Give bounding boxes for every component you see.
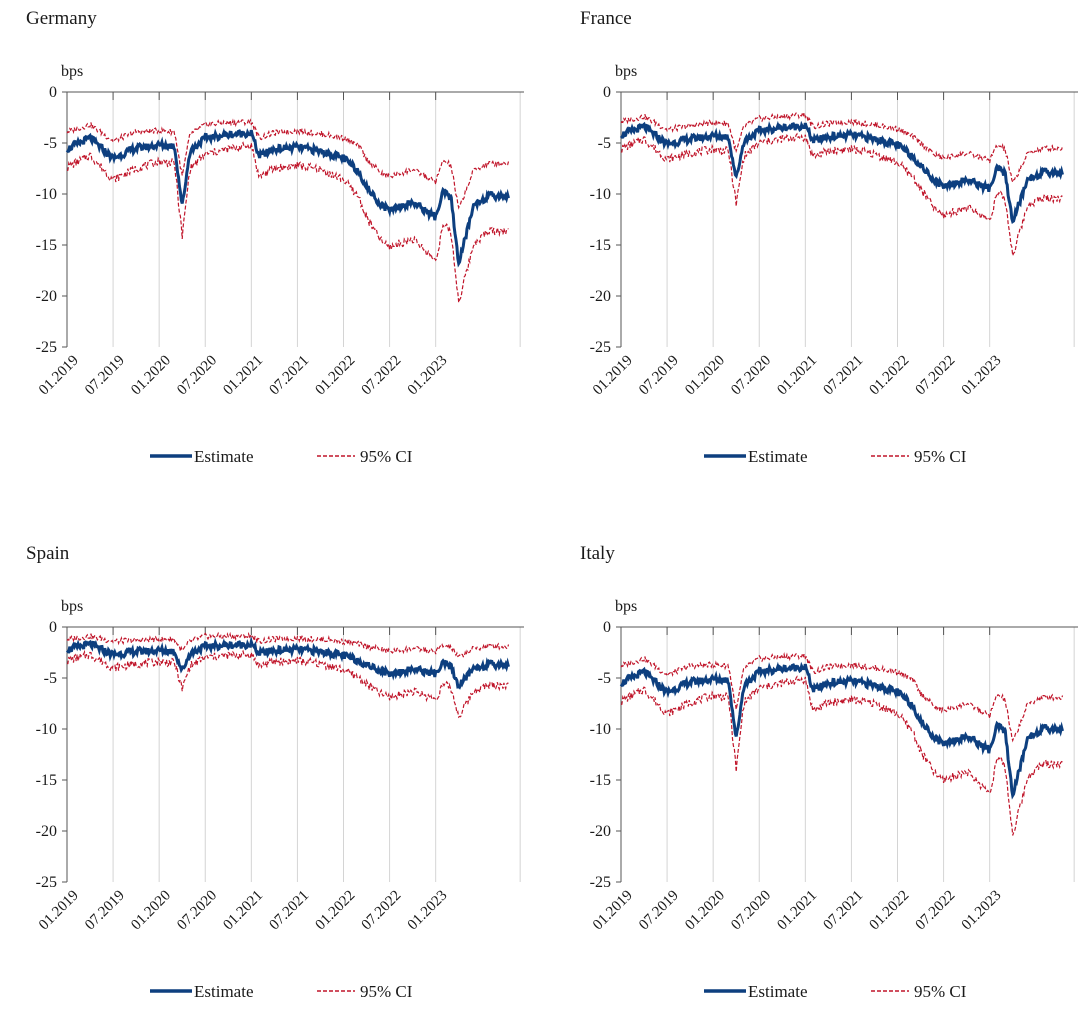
x-tick-label: 01.2022 bbox=[313, 353, 359, 399]
panel-title: Spain bbox=[26, 543, 70, 564]
x-tick-label: 07.2021 bbox=[820, 888, 866, 934]
y-tick-label: -10 bbox=[36, 721, 57, 738]
x-tick-label: 07.2019 bbox=[82, 353, 128, 399]
y-axis-label: bps bbox=[61, 63, 83, 80]
x-tick-label: 01.2021 bbox=[220, 353, 266, 399]
x-tick-label: 07.2020 bbox=[728, 888, 774, 934]
legend-label-ci: 95% CI bbox=[360, 982, 413, 1001]
y-axis-label: bps bbox=[615, 63, 637, 80]
series-line-ci-upper bbox=[620, 651, 1064, 743]
y-tick-label: -20 bbox=[590, 288, 611, 305]
y-tick-label: -25 bbox=[590, 874, 611, 891]
x-tick-label: 01.2020 bbox=[682, 353, 728, 399]
x-tick-label: 07.2020 bbox=[728, 353, 774, 399]
panel-title: France bbox=[580, 8, 632, 29]
chart-panel-italy: Italy 0 -5 -10 -15 -20 -25 bps 01.2019 07.2019 01… bbox=[566, 535, 1092, 1015]
series-line-ci-lower bbox=[66, 649, 509, 719]
x-tick-label: 01.2021 bbox=[220, 888, 266, 934]
x-tick-label: 07.2022 bbox=[913, 353, 959, 399]
y-tick-label: -20 bbox=[590, 823, 611, 840]
x-tick-label: 01.2021 bbox=[774, 888, 820, 934]
x-tick-label: 01.2023 bbox=[405, 353, 451, 399]
x-tick-label: 07.2019 bbox=[636, 888, 682, 934]
legend-label-ci: 95% CI bbox=[914, 982, 967, 1001]
y-tick-label: -15 bbox=[36, 237, 57, 254]
chart-panel-germany: Germany 0 -5 -10 -15 -20 -25 bps 01.2019 07.2019… bbox=[12, 0, 552, 480]
x-tick-label: 01.2020 bbox=[682, 888, 728, 934]
x-tick-label: 01.2023 bbox=[959, 888, 1005, 934]
y-tick-label: -10 bbox=[590, 721, 611, 738]
x-tick-label: 01.2019 bbox=[590, 888, 636, 934]
legend-label-ci: 95% CI bbox=[360, 447, 413, 466]
x-tick-label: 07.2019 bbox=[636, 353, 682, 399]
y-tick-label: -10 bbox=[590, 186, 611, 203]
panel-title: Italy bbox=[580, 543, 615, 564]
y-tick-label: -25 bbox=[36, 339, 57, 356]
y-tick-label: -20 bbox=[36, 288, 57, 305]
series-line-ci-upper bbox=[66, 631, 510, 658]
series-line-estimate bbox=[619, 120, 1064, 224]
x-tick-label: 01.2023 bbox=[959, 353, 1005, 399]
x-tick-label: 07.2022 bbox=[359, 353, 405, 399]
x-tick-label: 01.2021 bbox=[774, 353, 820, 399]
y-tick-label: -5 bbox=[598, 670, 611, 687]
series-line-ci-upper bbox=[66, 117, 510, 210]
x-tick-label: 01.2023 bbox=[405, 888, 451, 934]
x-tick-label: 01.2020 bbox=[128, 353, 174, 399]
y-tick-label: -20 bbox=[36, 823, 57, 840]
series-line-estimate bbox=[65, 636, 510, 690]
series-line-estimate bbox=[619, 661, 1064, 800]
x-tick-label: 07.2020 bbox=[174, 353, 220, 399]
x-tick-label: 07.2021 bbox=[266, 888, 312, 934]
y-tick-label: -25 bbox=[590, 339, 611, 356]
y-tick-label: -5 bbox=[44, 135, 57, 152]
panel-title: Germany bbox=[26, 8, 97, 29]
y-tick-label: -15 bbox=[590, 237, 611, 254]
y-tick-label: -25 bbox=[36, 874, 57, 891]
x-tick-label: 07.2022 bbox=[359, 888, 405, 934]
x-tick-label: 01.2019 bbox=[36, 353, 82, 399]
legend-label-estimate: Estimate bbox=[194, 982, 253, 1001]
x-tick-label: 01.2022 bbox=[867, 353, 913, 399]
y-tick-label: -15 bbox=[36, 772, 57, 789]
x-tick-label: 01.2022 bbox=[313, 888, 359, 934]
y-axis-label: bps bbox=[615, 598, 637, 615]
series-line-ci-lower bbox=[66, 141, 509, 303]
y-tick-label: -10 bbox=[36, 186, 57, 203]
x-tick-label: 07.2021 bbox=[820, 353, 866, 399]
chart-panel-spain: Spain 0 -5 -10 -15 -20 -25 bps 01.2019 07.2019 01… bbox=[12, 535, 552, 1015]
y-tick-label: -15 bbox=[590, 772, 611, 789]
legend-label-estimate: Estimate bbox=[748, 447, 807, 466]
x-tick-label: 07.2022 bbox=[913, 888, 959, 934]
y-tick-label: -5 bbox=[598, 135, 611, 152]
series-line-ci-lower bbox=[620, 132, 1063, 256]
y-axis-label: bps bbox=[61, 598, 83, 615]
x-tick-label: 07.2020 bbox=[174, 888, 220, 934]
series-line-estimate bbox=[65, 127, 510, 268]
legend-label-estimate: Estimate bbox=[194, 447, 253, 466]
y-tick-label: 0 bbox=[603, 84, 611, 101]
x-tick-label: 01.2019 bbox=[590, 353, 636, 399]
legend-label-estimate: Estimate bbox=[748, 982, 807, 1001]
x-tick-label: 01.2022 bbox=[867, 888, 913, 934]
x-tick-label: 01.2020 bbox=[128, 888, 174, 934]
x-tick-label: 01.2019 bbox=[36, 888, 82, 934]
x-tick-label: 07.2021 bbox=[266, 353, 312, 399]
legend-label-ci: 95% CI bbox=[914, 447, 967, 466]
chart-panel-france: France 0 -5 -10 -15 -20 -25 bps 01.2019 07.2019 0… bbox=[566, 0, 1092, 480]
x-tick-label: 07.2019 bbox=[82, 888, 128, 934]
y-tick-label: 0 bbox=[49, 84, 57, 101]
y-tick-label: 0 bbox=[603, 619, 611, 636]
y-tick-label: -5 bbox=[44, 670, 57, 687]
y-tick-label: 0 bbox=[49, 619, 57, 636]
series-line-ci-upper bbox=[620, 110, 1064, 184]
series-line-ci-lower bbox=[620, 675, 1063, 836]
